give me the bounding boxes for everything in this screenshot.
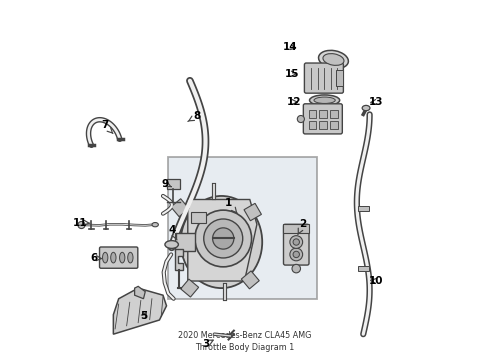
Text: 7: 7 bbox=[101, 120, 113, 134]
Bar bbox=[283, 224, 308, 233]
Bar bbox=[244, 203, 261, 221]
Ellipse shape bbox=[110, 252, 116, 263]
Text: 1: 1 bbox=[224, 198, 236, 213]
Ellipse shape bbox=[102, 252, 108, 263]
Text: 5: 5 bbox=[140, 311, 147, 321]
Text: 12: 12 bbox=[286, 97, 301, 107]
Circle shape bbox=[292, 239, 299, 245]
Text: 3: 3 bbox=[202, 339, 213, 349]
Ellipse shape bbox=[119, 252, 124, 263]
Circle shape bbox=[78, 221, 85, 229]
Bar bbox=[241, 271, 259, 289]
Bar bbox=[170, 199, 188, 217]
Text: 10: 10 bbox=[367, 276, 382, 286]
Circle shape bbox=[292, 251, 299, 258]
Polygon shape bbox=[175, 249, 183, 270]
FancyBboxPatch shape bbox=[304, 63, 343, 93]
Bar bbox=[175, 233, 195, 251]
Text: 15: 15 bbox=[285, 69, 299, 79]
Ellipse shape bbox=[309, 95, 339, 105]
Bar bbox=[357, 206, 368, 211]
Bar bbox=[167, 179, 179, 189]
Ellipse shape bbox=[127, 252, 133, 263]
Polygon shape bbox=[187, 199, 256, 281]
Polygon shape bbox=[134, 286, 145, 299]
Bar bbox=[191, 212, 205, 222]
Ellipse shape bbox=[322, 54, 343, 66]
Circle shape bbox=[212, 228, 233, 249]
Ellipse shape bbox=[181, 196, 262, 288]
FancyBboxPatch shape bbox=[303, 104, 342, 134]
Ellipse shape bbox=[318, 50, 347, 69]
Circle shape bbox=[297, 116, 304, 123]
Ellipse shape bbox=[164, 240, 178, 248]
Bar bbox=[329, 110, 337, 118]
Text: 2020 Mercedes-Benz CLA45 AMG
Throttle Body Diagram 1: 2020 Mercedes-Benz CLA45 AMG Throttle Bo… bbox=[178, 331, 310, 352]
Text: 6: 6 bbox=[90, 253, 101, 263]
Text: 9: 9 bbox=[161, 179, 171, 189]
Text: 2: 2 bbox=[297, 219, 306, 235]
Text: 14: 14 bbox=[283, 42, 297, 52]
Bar bbox=[308, 110, 316, 118]
Circle shape bbox=[291, 264, 300, 273]
Bar bbox=[180, 279, 198, 297]
Bar bbox=[357, 266, 368, 271]
Ellipse shape bbox=[313, 97, 335, 103]
Text: 4: 4 bbox=[168, 225, 177, 240]
Circle shape bbox=[289, 236, 302, 248]
Circle shape bbox=[203, 219, 242, 258]
FancyBboxPatch shape bbox=[100, 247, 138, 268]
Text: 13: 13 bbox=[367, 97, 382, 107]
Bar bbox=[336, 70, 343, 86]
FancyBboxPatch shape bbox=[283, 224, 308, 265]
Bar bbox=[319, 121, 326, 129]
Bar bbox=[319, 110, 326, 118]
Polygon shape bbox=[113, 288, 166, 334]
Circle shape bbox=[195, 210, 251, 267]
Bar bbox=[168, 157, 317, 299]
Text: 8: 8 bbox=[187, 111, 200, 121]
Ellipse shape bbox=[362, 105, 369, 111]
Circle shape bbox=[289, 248, 302, 261]
Ellipse shape bbox=[152, 222, 158, 227]
Bar bbox=[329, 121, 337, 129]
Text: 11: 11 bbox=[72, 217, 90, 228]
Bar bbox=[308, 121, 316, 129]
